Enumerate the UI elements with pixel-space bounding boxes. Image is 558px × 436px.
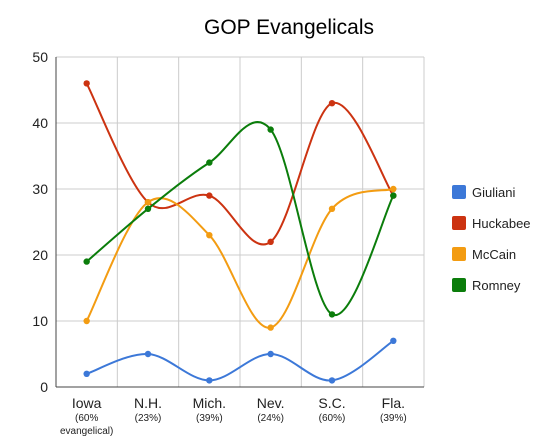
legend-label-huckabee: Huckabee xyxy=(472,216,531,231)
y-tick-label: 20 xyxy=(32,247,48,263)
y-tick-label: 30 xyxy=(32,181,48,197)
x-tick-note: (60%) xyxy=(319,413,346,424)
y-tick-label: 50 xyxy=(32,49,48,65)
data-point-giuliani xyxy=(267,350,274,358)
data-point-mccain xyxy=(267,324,274,331)
x-tick-label: N.H. xyxy=(134,395,162,411)
x-tick-label: Nev. xyxy=(257,395,285,411)
data-point-giuliani xyxy=(144,350,152,358)
legend-swatch-mccain xyxy=(452,247,466,261)
data-point-mccain xyxy=(390,185,397,193)
data-point-romney xyxy=(328,311,336,318)
data-point-romney xyxy=(267,126,274,133)
series-line-giuliani xyxy=(86,339,394,382)
data-point-huckabee xyxy=(328,100,336,107)
x-tick-label: S.C. xyxy=(318,395,345,411)
data-point-huckabee xyxy=(83,80,90,87)
legend-label-giuliani: Giuliani xyxy=(472,185,515,200)
x-tick-note: evangelical) xyxy=(60,426,113,436)
legend-label-mccain: McCain xyxy=(472,247,516,262)
series-points xyxy=(83,80,397,384)
legend-label-romney: Romney xyxy=(472,278,521,293)
data-point-giuliani xyxy=(206,377,213,384)
data-point-giuliani xyxy=(328,377,336,384)
data-point-romney xyxy=(83,258,90,265)
legend-swatch-romney xyxy=(452,278,466,292)
data-point-giuliani xyxy=(83,370,90,377)
chart-title: GOP Evangelicals xyxy=(204,16,374,39)
data-point-romney xyxy=(144,205,152,212)
legend-swatch-giuliani xyxy=(452,185,466,199)
y-tick-label: 40 xyxy=(32,115,48,131)
x-tick-label: Fla. xyxy=(382,395,405,411)
gridlines xyxy=(55,56,425,388)
data-point-romney xyxy=(206,159,213,166)
data-point-mccain xyxy=(206,232,213,239)
data-point-huckabee xyxy=(206,192,213,199)
legend-swatch-huckabee xyxy=(452,216,466,230)
data-point-romney xyxy=(390,192,397,199)
y-axis-ticks: 0 10 20 30 40 50 xyxy=(32,49,48,395)
x-axis-ticks: Iowa (60% evangelical) N.H. (23%) Mich. (39%) N… xyxy=(60,395,407,436)
x-tick-note: (39%) xyxy=(196,413,223,424)
x-tick-label: Mich. xyxy=(193,395,226,411)
data-point-giuliani xyxy=(390,337,397,344)
series-line-huckabee xyxy=(85,82,395,246)
x-tick-note: (23%) xyxy=(135,413,162,424)
data-point-mccain xyxy=(83,317,90,325)
y-tick-label: 10 xyxy=(32,313,48,329)
data-point-huckabee xyxy=(267,238,274,245)
x-tick-label: Iowa xyxy=(72,395,102,411)
data-point-mccain xyxy=(144,199,152,206)
legend: Giuliani Huckabee McCain Romney xyxy=(452,185,531,293)
x-tick-note: (39%) xyxy=(380,413,407,424)
x-tick-note: (60% xyxy=(75,413,98,424)
x-tick-note: (24%) xyxy=(257,413,284,424)
y-tick-label: 0 xyxy=(40,379,48,395)
axes xyxy=(55,57,424,388)
data-point-mccain xyxy=(328,205,336,212)
